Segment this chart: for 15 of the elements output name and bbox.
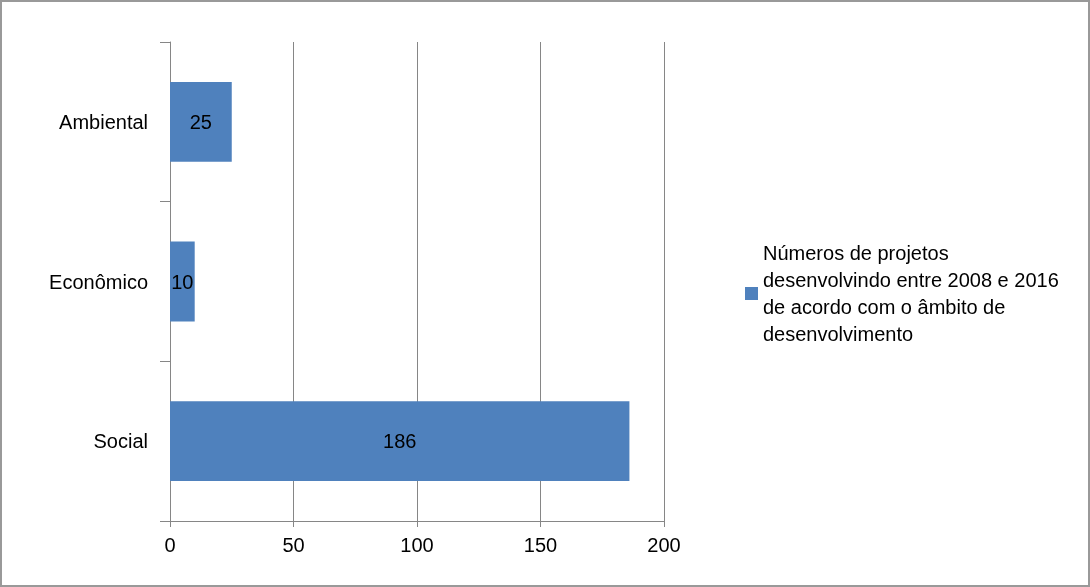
y-tick-label: Econômico <box>49 270 148 293</box>
data-label: 186 <box>383 430 417 453</box>
x-tick-label: 0 <box>164 534 176 556</box>
x-tick-label: 100 <box>400 534 434 556</box>
legend-label: Números de projetos desenvolvindo entre 2008 e 2016 de acordo com o âmbito de desenvolvimento <box>763 242 1065 345</box>
x-tick-label: 150 <box>523 534 558 556</box>
bar <box>170 241 195 322</box>
x-tick-label: 200 <box>647 534 681 556</box>
bar <box>170 81 232 162</box>
data-label: 25 <box>189 110 212 133</box>
y-tick-label: Social <box>93 430 148 453</box>
y-tick-label: Ambiental <box>59 110 148 133</box>
x-tick-label: 50 <box>282 534 305 556</box>
bar <box>170 401 630 482</box>
data-label: 10 <box>171 270 194 293</box>
